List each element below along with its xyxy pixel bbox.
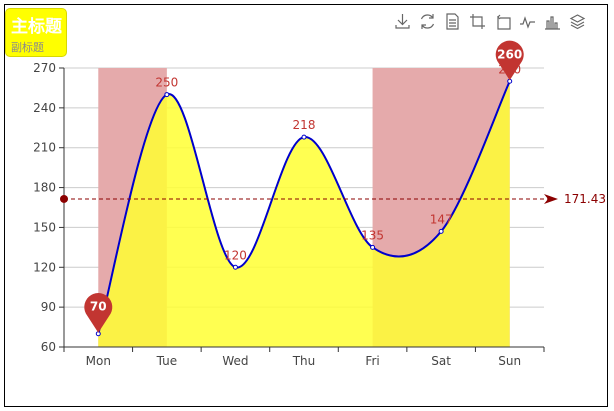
x-tick-label: Mon: [86, 354, 111, 368]
chart-title: 主标题: [11, 17, 62, 37]
y-tick-label: 210: [33, 141, 56, 155]
y-tick-label: 240: [33, 101, 56, 115]
data-point: [301, 134, 307, 140]
mark-line: 171.43: [60, 192, 606, 206]
data-label: 147: [430, 212, 453, 226]
x-tick-label: Thu: [292, 354, 316, 368]
mark-line-arrow: [544, 193, 558, 204]
y-tick-label: 180: [33, 181, 56, 195]
y-tick-label: 150: [33, 220, 56, 234]
mark-point-label: 260: [497, 47, 522, 61]
x-tick-label: Sun: [498, 354, 521, 368]
series-area-fill: [98, 81, 510, 348]
data-label: 218: [293, 118, 316, 132]
refresh-icon[interactable]: [419, 13, 436, 30]
mark-points: 70 260: [84, 40, 524, 333]
toolbox: [394, 13, 586, 30]
data-label: 250: [155, 76, 178, 90]
bar-chart-icon[interactable]: [544, 13, 561, 30]
zoom-icon[interactable]: [469, 13, 486, 30]
data-point: [164, 92, 170, 98]
zoom-reset-icon[interactable]: [494, 13, 511, 30]
y-tick-label: 60: [41, 340, 56, 354]
data-point: [232, 264, 238, 270]
line-chart-icon[interactable]: [519, 13, 536, 30]
series-area: [98, 81, 510, 348]
mark-line-label: 171.43: [564, 192, 606, 206]
data-view-icon[interactable]: [444, 13, 461, 30]
mark-line-start: [60, 194, 68, 203]
data-label: 135: [361, 228, 384, 242]
chart-subtitle: 副标题: [11, 41, 44, 54]
data-point: [438, 228, 444, 234]
y-tick-label: 120: [33, 260, 56, 274]
y-tick-label: 90: [41, 300, 56, 314]
x-tick-label: Fri: [365, 354, 379, 368]
title-box: 主标题 副标题: [5, 8, 67, 57]
data-point: [370, 244, 376, 250]
stack-icon[interactable]: [569, 13, 586, 30]
data-points: 250120218135147260: [95, 62, 521, 337]
download-icon[interactable]: [394, 13, 411, 30]
mark-point-label: 70: [90, 300, 107, 314]
data-label: 120: [224, 248, 247, 262]
x-tick-label: Sat: [431, 354, 451, 368]
x-tick-label: Tue: [156, 354, 178, 368]
y-tick-label: 270: [33, 61, 56, 75]
mark-point-pin: [495, 40, 524, 81]
mark-point-pin: [84, 293, 113, 333]
x-tick-label: Wed: [222, 354, 248, 368]
axes: 60 90 120 150 180 210 240 270 Mon Tue Wed Thu Fri Sat…: [33, 61, 545, 368]
